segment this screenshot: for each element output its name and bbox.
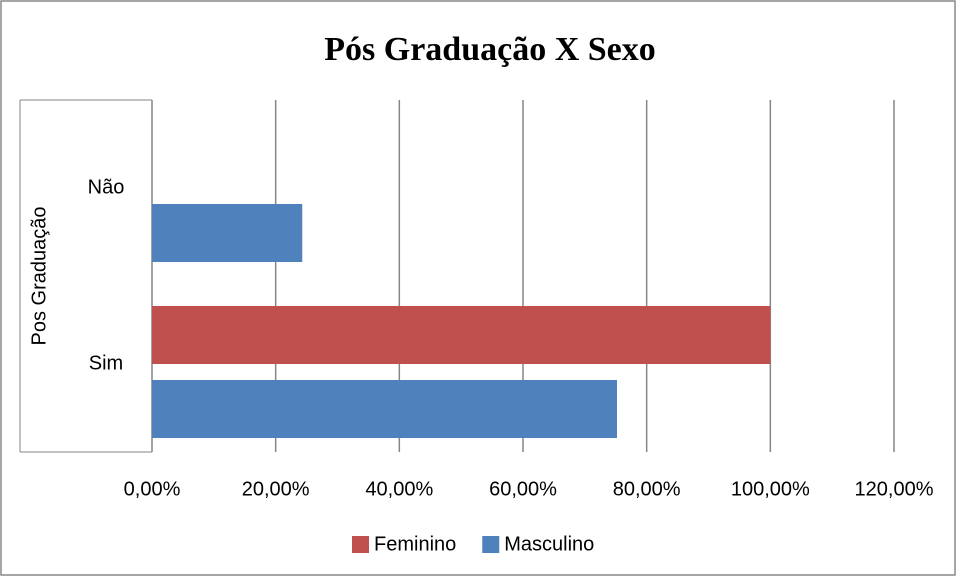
legend-label: Feminino bbox=[374, 533, 456, 555]
legend-swatch bbox=[352, 536, 369, 553]
legend-swatch bbox=[482, 536, 500, 553]
bar bbox=[152, 306, 771, 364]
y-tick-label: Sim bbox=[89, 352, 123, 374]
x-tick-label: 40,00% bbox=[365, 478, 433, 500]
y-tick-label: Não bbox=[88, 176, 125, 198]
legend-label: Masculino bbox=[504, 533, 594, 555]
x-tick-label: 80,00% bbox=[613, 478, 681, 500]
x-tick-label: 100,00% bbox=[731, 478, 810, 500]
x-tick-label: 20,00% bbox=[242, 478, 310, 500]
x-tick-label: 120,00% bbox=[855, 478, 934, 500]
chart-title: Pós Graduação X Sexo bbox=[324, 31, 656, 68]
x-tick-label: 60,00% bbox=[489, 478, 557, 500]
y-axis-label: Pos Graduação bbox=[28, 207, 50, 346]
bar bbox=[152, 380, 617, 438]
x-tick-label: 0,00% bbox=[124, 478, 181, 500]
bar bbox=[152, 204, 303, 262]
